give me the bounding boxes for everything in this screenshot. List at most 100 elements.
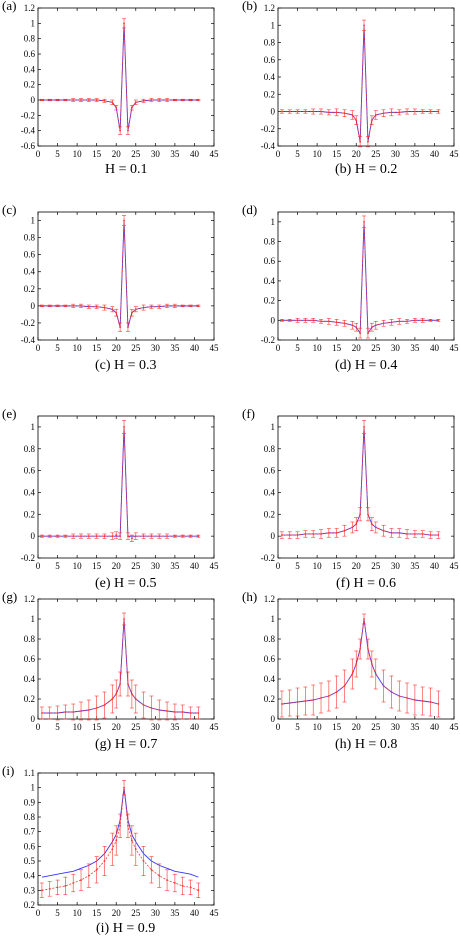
data-point [181, 99, 184, 101]
x-tick-label: 20 [112, 908, 122, 918]
chart-panel: (c) 0 5 10 15 20 25 30 35 40 45 -0.4 -0.2 0 0.2 0.4 0.6 0… [0, 202, 220, 382]
data-point [87, 305, 90, 308]
data-point [421, 533, 424, 535]
x-tick-label: 5 [55, 908, 60, 918]
x-tick-label: 15 [92, 343, 102, 353]
x-tick-label: 45 [450, 561, 460, 571]
data-point [130, 537, 133, 540]
data-point [296, 319, 299, 322]
x-tick-label: 40 [190, 722, 200, 732]
x-tick-label: 40 [430, 149, 440, 159]
x-tick-label: 30 [151, 722, 161, 732]
y-tick-label: 0.2 [24, 80, 35, 90]
data-point [390, 321, 393, 324]
x-tick-label: 30 [391, 149, 401, 159]
x-tick-label: 20 [352, 561, 362, 571]
y-tick-label: 0.6 [264, 466, 276, 476]
y-tick-label: 0.4 [24, 64, 36, 74]
panel-caption: (f) H = 0.6 [336, 576, 396, 591]
chart-svg: 0 5 10 15 20 25 30 35 40 45 0 0.2 0.4 0.6 0.8 1 1.2 [264, 594, 459, 732]
y-tick-label: 0 [31, 714, 36, 724]
y-tick-label: 0.8 [264, 38, 276, 48]
x-tick-label: 25 [131, 343, 141, 353]
x-tick-label: 40 [190, 561, 200, 571]
data-point [335, 321, 338, 324]
y-tick-label: 1 [31, 216, 36, 226]
x-tick-label: 0 [276, 561, 281, 571]
data-point [197, 535, 200, 538]
x-tick-label: 20 [112, 149, 122, 159]
model-line [41, 787, 199, 878]
data-point [111, 308, 114, 311]
data-point [312, 699, 315, 701]
x-tick-label: 35 [170, 561, 180, 571]
y-tick-label: 1.2 [24, 594, 35, 604]
chart-svg: 0 5 10 15 20 25 30 35 40 45 -0.4 -0.2 0 0.2 0.4 0.6 0.8 1 [21, 211, 219, 353]
y-tick-label: 0.8 [24, 634, 36, 644]
y-tick-label: 0.6 [24, 250, 36, 260]
data-point [111, 698, 114, 700]
y-tick-label: -0.2 [261, 553, 275, 563]
data-point [406, 533, 408, 535]
data-point [41, 99, 43, 101]
data-point [359, 513, 362, 516]
data-point [398, 111, 401, 114]
data-point [150, 99, 153, 101]
data-point [119, 683, 122, 685]
data-point [429, 110, 432, 113]
data-point [390, 691, 393, 693]
data-point [189, 99, 192, 101]
data-point [103, 860, 106, 862]
data-point [173, 535, 176, 538]
x-tick-label: 5 [295, 343, 300, 353]
y-tick-label: 1 [31, 783, 36, 793]
data-point [115, 534, 118, 536]
data-point [312, 319, 315, 322]
data-point [406, 697, 408, 699]
x-tick-label: 45 [210, 722, 220, 732]
data-point [355, 326, 358, 329]
x-tick-label: 40 [430, 561, 440, 571]
y-tick-label: 1.2 [264, 594, 275, 604]
data-point [363, 24, 365, 27]
x-tick-label: 25 [131, 908, 141, 918]
data-point [335, 691, 338, 693]
data-point [327, 695, 330, 697]
data-point [41, 535, 43, 538]
y-tick-label: 1 [31, 18, 36, 28]
x-tick-label: 10 [73, 149, 83, 159]
x-tick-label: 35 [170, 343, 180, 353]
data-point [134, 101, 137, 104]
y-tick-label: -0.2 [21, 318, 35, 328]
data-point [197, 99, 200, 101]
y-tick-label: 0 [31, 301, 36, 311]
data-point [288, 534, 291, 536]
panel-label: (b) [242, 0, 258, 13]
chart-svg: 0 5 10 15 20 25 30 35 40 45 -0.6 -0.4 -0.2 0 0.2 0.4 0.6… [21, 3, 219, 159]
data-point [351, 114, 354, 116]
data-line [281, 618, 439, 705]
x-tick-label: 15 [332, 722, 342, 732]
y-tick-label: 1 [271, 217, 276, 227]
y-tick-label: 0 [271, 531, 276, 541]
data-point [72, 99, 75, 101]
data-point [335, 111, 338, 114]
x-tick-label: 15 [332, 343, 342, 353]
data-point [142, 99, 145, 102]
data-point [359, 140, 362, 143]
x-tick-label: 30 [151, 561, 161, 571]
y-tick-label: 0.4 [264, 674, 276, 684]
data-point [367, 332, 369, 335]
data-point [343, 529, 346, 532]
data-point [398, 320, 401, 323]
panel-label: (c) [2, 202, 17, 217]
y-tick-label: 0.3 [24, 885, 36, 895]
data-point [111, 101, 114, 104]
data-point [130, 693, 133, 695]
data-point [355, 663, 358, 665]
x-tick-label: 15 [92, 149, 102, 159]
x-tick-label: 0 [36, 908, 41, 918]
data-point [181, 711, 184, 713]
data-point [127, 129, 129, 132]
data-point [197, 304, 200, 307]
